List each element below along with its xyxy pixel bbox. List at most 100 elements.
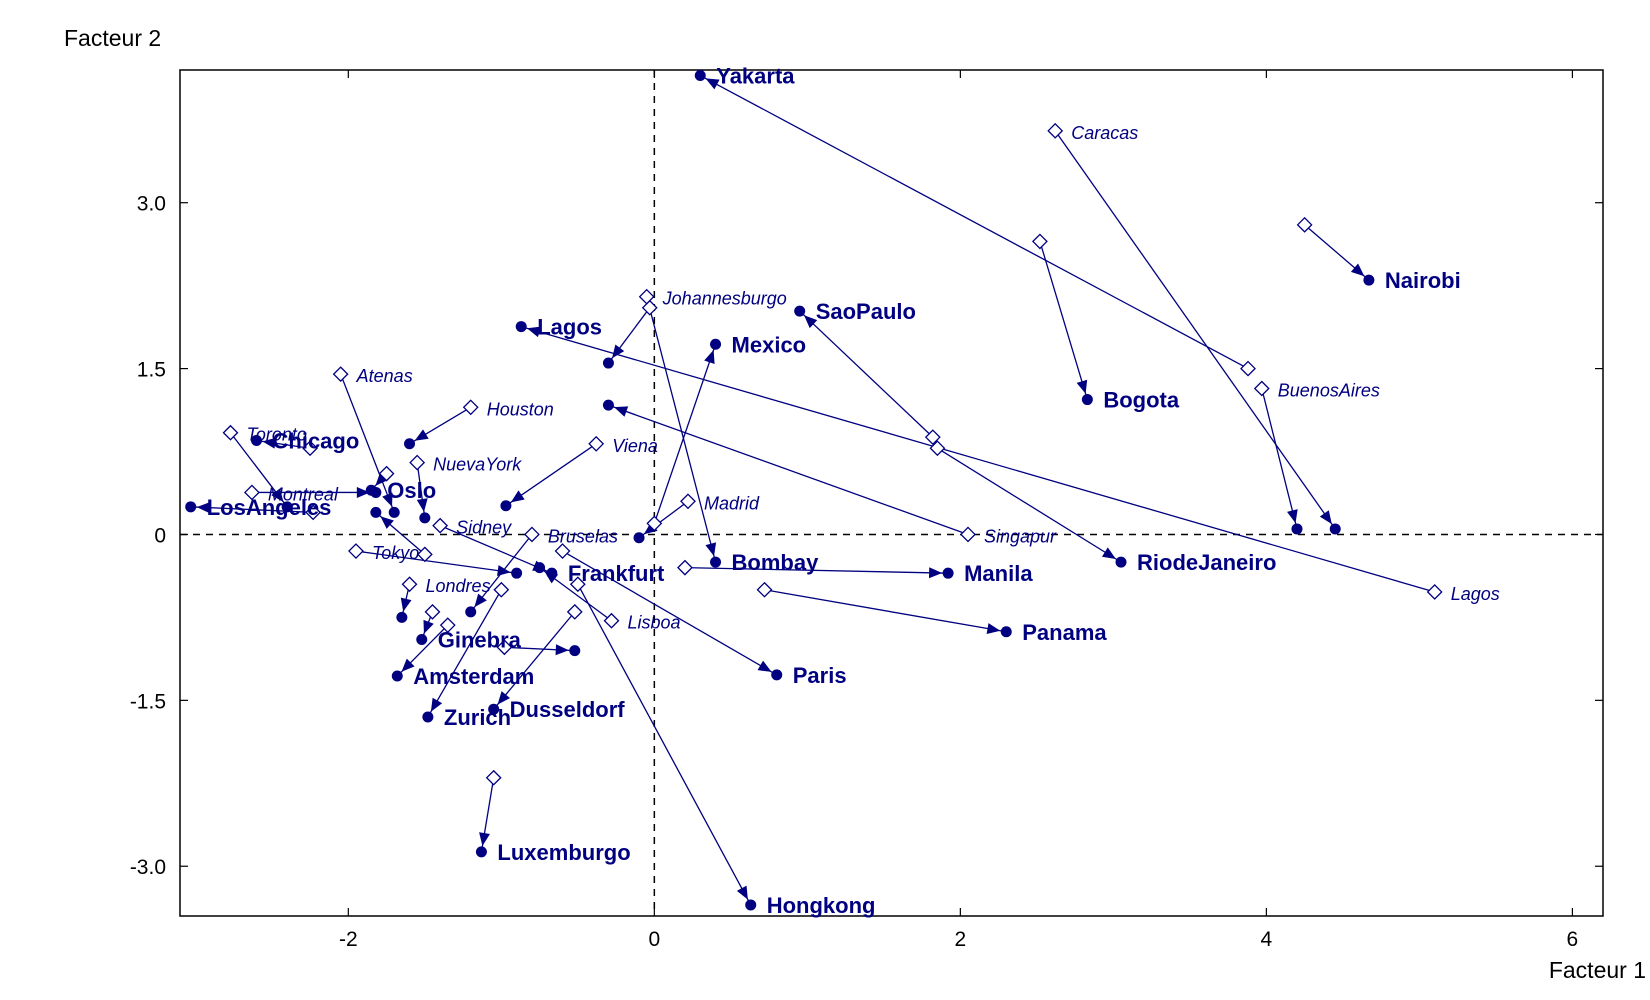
arrow-line [340,373,395,513]
arrow-line [608,404,969,536]
arrowhead [423,619,434,634]
end-point-marker [251,434,263,446]
start-point-marker [493,581,510,598]
start-point-marker [1296,216,1313,233]
end-point-label: Hongkong [767,893,876,918]
end-point-marker [1000,626,1012,638]
end-point-marker [1081,394,1093,406]
start-point-marker [305,504,322,521]
end-point-marker [1115,556,1127,568]
arrowhead [757,660,772,672]
end-point-label: Luxemburgo [497,840,630,865]
start-point-label: Bruselas [548,526,618,546]
end-point-marker [416,634,428,646]
start-point-marker [924,429,941,446]
end-point-label: Ginebra [438,628,522,653]
end-point-label: LosAngeles [207,495,332,520]
start-point-marker [554,543,571,559]
arrow-line [1039,241,1088,400]
arrowhead [196,502,210,514]
start-point-marker [416,546,433,563]
arrow-line [562,550,778,676]
start-point-marker [524,526,540,543]
start-point-marker [1253,380,1270,397]
start-point-marker [1240,360,1256,377]
end-point-marker [710,556,722,568]
start-point-marker [960,526,976,543]
x-axis-label: Facteur 1 [1549,957,1646,983]
end-point-marker [388,506,400,518]
start-point-marker [302,440,318,457]
end-point-marker [794,305,806,317]
arrowhead [705,78,720,90]
arrowhead [612,344,625,359]
start-point-label: Montreal [268,484,339,504]
end-point-label: SaoPaulo [816,299,916,324]
x-tick-label: 0 [648,928,660,951]
end-point-marker [515,321,527,333]
start-point-label: Londres [426,576,491,596]
arrowhead [497,691,511,705]
end-point-marker [534,562,546,574]
end-point-label: Amsterdam [413,664,534,689]
start-point-label: Viena [612,436,658,456]
y-tick-label: -1.5 [130,690,166,713]
start-point-marker [566,603,583,620]
start-point-label: Lagos [1451,584,1500,604]
plot-frame [179,69,1604,917]
x-tick-label: 2 [955,928,967,951]
end-point-marker [185,501,197,513]
end-point-marker [546,567,558,579]
end-point-label: Bogota [1103,388,1180,413]
end-point-label: Chicago [273,428,360,453]
arrowhead [804,315,818,329]
start-point-label: Johannesburgo [662,289,787,309]
arrowhead [555,644,569,656]
arrowhead [929,567,943,579]
arrowhead [414,429,429,441]
arrow-line [493,611,576,710]
start-point-label: NuevaYork [433,455,522,475]
arrow-line [1054,130,1336,530]
end-point-label: RiodeJaneiro [1137,550,1276,575]
end-point-marker [1363,274,1375,286]
x-tick-label: 4 [1261,928,1273,951]
start-point-label: Houston [487,399,554,419]
start-point-marker [496,639,513,656]
end-point-label: Frankfurt [568,561,665,586]
arrowhead [430,697,443,712]
start-point-marker [424,603,441,620]
start-point-label: BuenosAires [1278,380,1380,400]
end-point-marker [745,899,757,911]
start-point-marker [462,399,479,416]
start-point-marker [432,517,449,534]
arrow-line [1261,388,1298,530]
end-point-marker [569,645,581,657]
start-point-marker [638,288,655,305]
start-point-label: Singapur [984,526,1057,546]
arrowhead [479,832,490,846]
end-point-label: Oslo [387,478,436,503]
start-point-marker [641,299,658,316]
arrowhead [986,623,1001,634]
start-point-marker [222,424,239,441]
arrowhead [704,349,715,365]
arrowhead [1287,509,1298,524]
start-point-marker [1032,233,1048,250]
arrowhead [510,490,525,503]
start-point-marker [756,581,773,598]
arrow-line [653,344,717,524]
arrowhead [400,597,412,612]
start-point-label: Madrid [704,493,760,513]
start-point-label: Sidney [456,518,512,538]
arrow-line [699,74,1249,370]
end-point-marker [942,567,954,579]
end-point-label: Nairobi [1385,268,1461,293]
arrowhead [474,593,487,608]
end-point-marker [475,846,487,858]
y-axis-label: Facteur 2 [64,25,161,51]
end-point-marker [419,512,431,524]
arrow-line [799,310,934,438]
